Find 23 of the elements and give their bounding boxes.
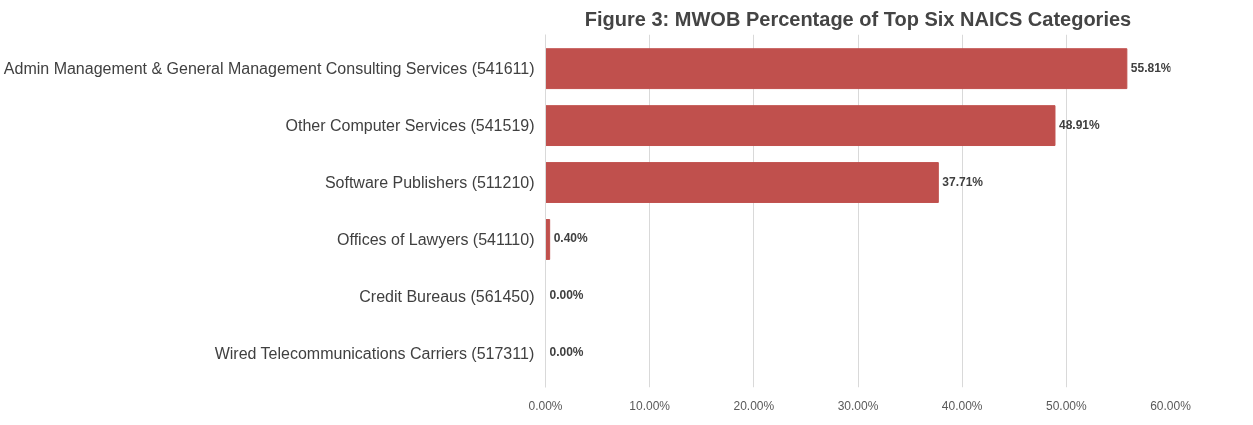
data-label: 48.91% (1058, 117, 1101, 132)
y-tick-label: Offices of Lawyers (541110) (337, 230, 535, 248)
data-label: 0.40% (553, 231, 589, 246)
bar (545, 105, 1056, 147)
x-tick-label: 10.00% (629, 398, 671, 413)
y-tick-label: Credit Bureaus (561450) (359, 287, 535, 305)
x-tick-label: 50.00% (1045, 398, 1088, 413)
y-tick-label: Software Publishers (511210) (324, 174, 535, 192)
x-tick-label: 40.00% (941, 398, 983, 413)
data-label: 0.00% (549, 345, 584, 360)
y-tick-label: Other Computer Services (541519) (285, 117, 535, 135)
bar (545, 48, 1128, 90)
chart-title: Figure 3: MWOB Percentage of Top Six NAICS Categories (584, 7, 1132, 30)
y-tick-label: Admin Management & General Management Consulting Services (541611) (3, 60, 535, 78)
x-tick-label: 30.00% (837, 398, 879, 413)
data-label: 0.00% (549, 288, 584, 303)
x-tick-label: 60.00% (1150, 398, 1192, 413)
bar (545, 162, 939, 203)
data-label: 37.71% (942, 174, 984, 189)
x-tick-label: 0.00% (528, 398, 563, 413)
data-label: 55.81% (1130, 60, 1172, 75)
y-tick-label: Wired Telecommunications Carriers (517311) (214, 344, 535, 362)
x-tick-label: 20.00% (733, 398, 775, 413)
